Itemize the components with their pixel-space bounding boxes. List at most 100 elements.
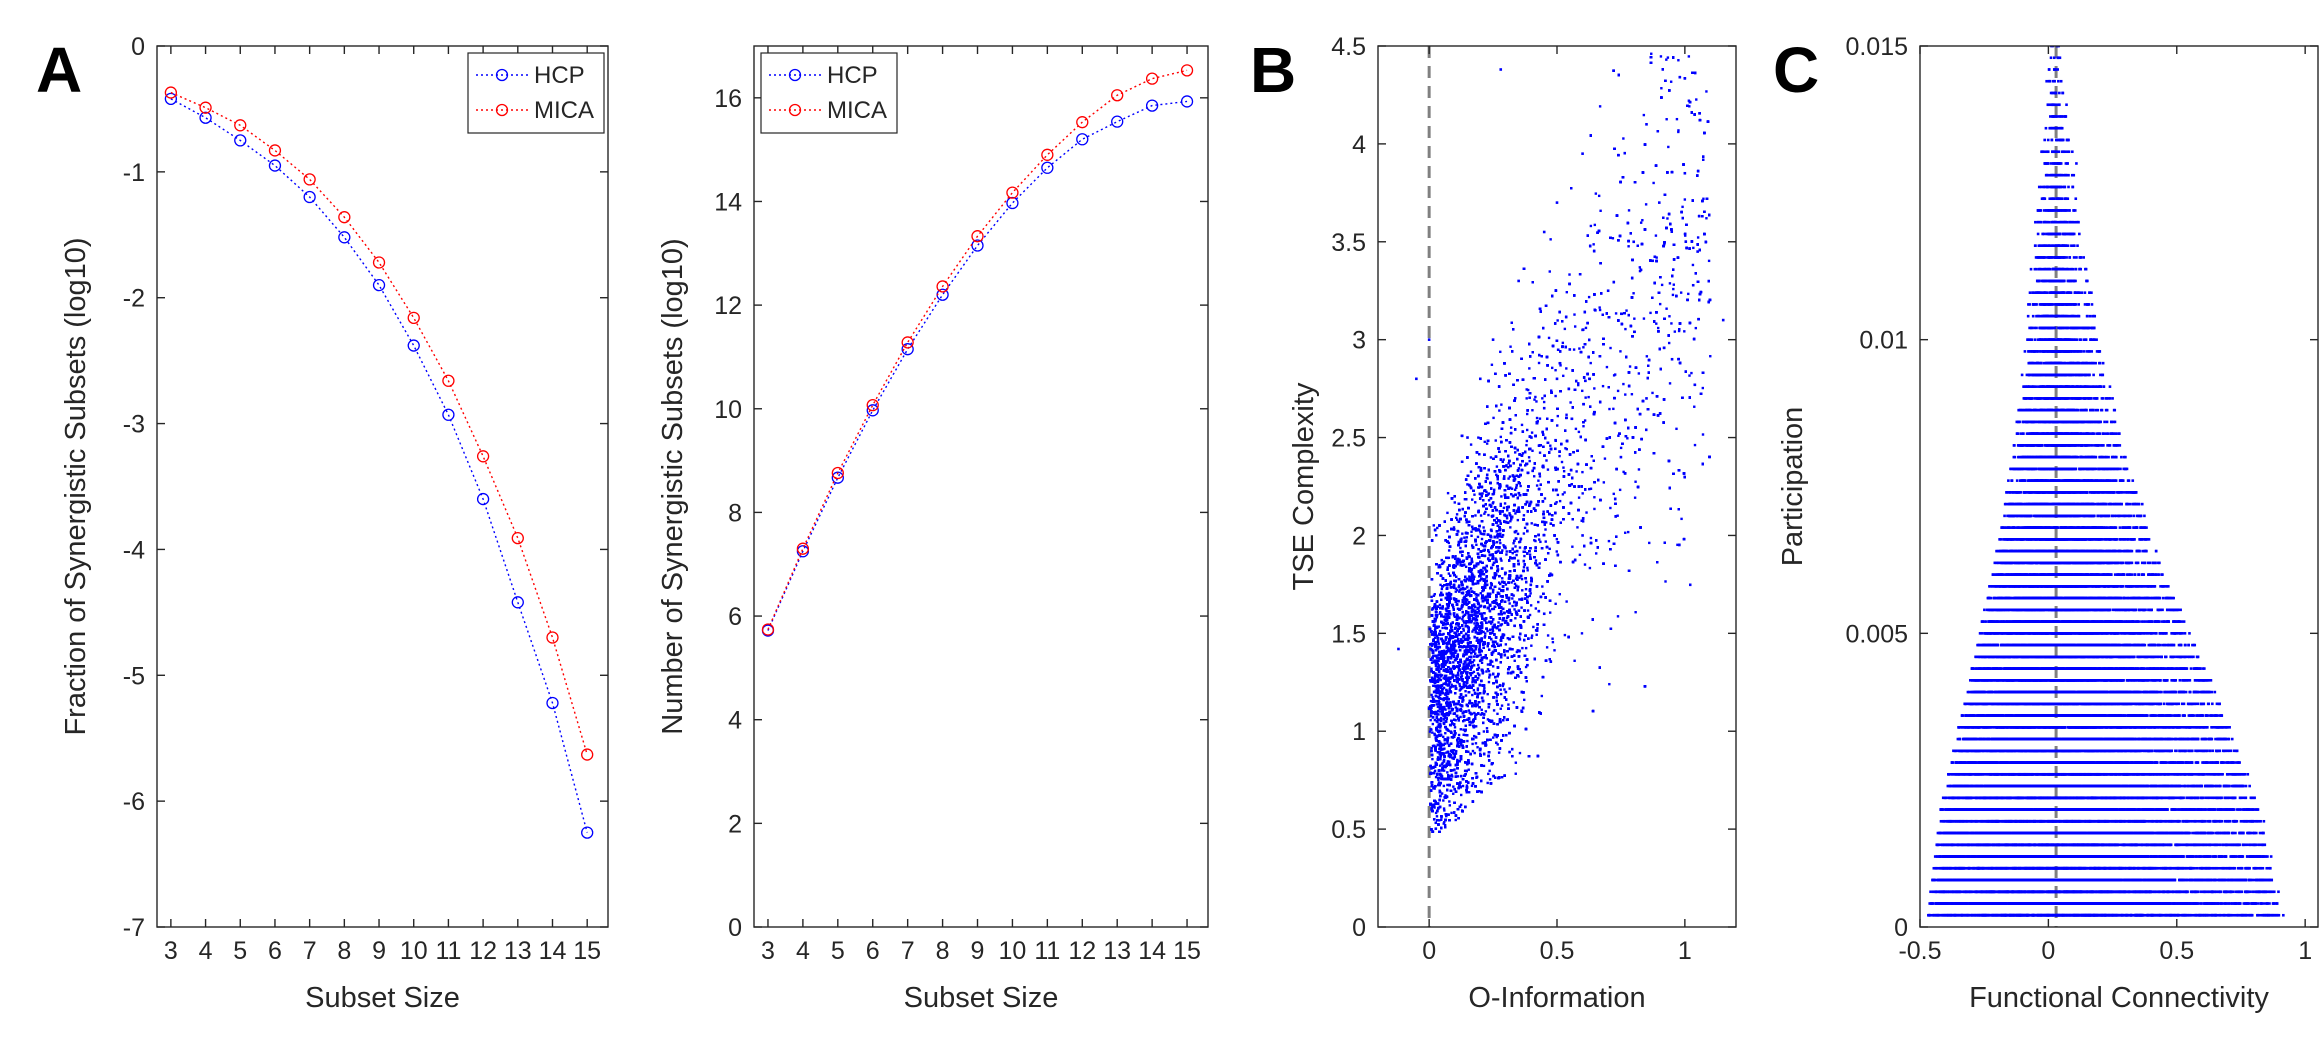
- scatter-point: [1496, 625, 1500, 628]
- scatter-point: [1468, 575, 1471, 578]
- scatter-point: [1480, 621, 1483, 624]
- legend-box: [467, 52, 605, 134]
- scatter-point: [1677, 59, 1680, 62]
- x-tick-label: 8: [337, 937, 351, 965]
- scatter-point: [1521, 646, 1524, 650]
- scatter-point: [1496, 536, 1499, 539]
- scatter-point: [1500, 403, 1503, 406]
- scatter-point: [1461, 719, 1465, 723]
- scatter-point: [1466, 483, 1469, 486]
- scatter-point: [1498, 539, 1502, 542]
- scatter-point: [1514, 772, 1517, 775]
- scatter-point: [1693, 405, 1696, 408]
- scatter-point: [1451, 751, 1455, 755]
- scatter-point: [1668, 282, 1672, 285]
- scatter-point: [1433, 593, 1436, 596]
- scatter-point: [1473, 751, 1476, 755]
- scatter-point: [1447, 541, 1451, 545]
- scatter-point: [1645, 355, 1649, 358]
- scatter-point: [1537, 479, 1540, 482]
- scatter-point: [1525, 412, 1529, 416]
- data-point: [1111, 115, 1124, 128]
- scatter-point: [1448, 800, 1451, 803]
- scatter-point: [1437, 695, 1440, 699]
- scatter-point: [1472, 659, 1476, 662]
- scatter-point: [1509, 520, 1512, 523]
- data-point: [407, 339, 420, 352]
- scatter-point: [1537, 361, 1541, 365]
- scatter-point: [1442, 784, 1446, 788]
- scatter-point: [1628, 365, 1632, 368]
- scatter-point: [1452, 792, 1455, 795]
- scatter-point: [1529, 592, 1532, 595]
- x-tick-label: 11: [435, 937, 461, 965]
- scatter-point: [1499, 541, 1502, 545]
- scatter-point: [1462, 627, 1465, 631]
- scatter-point: [1465, 784, 1469, 787]
- x-tick-label: 13: [1103, 937, 1131, 965]
- scatter-point: [1462, 629, 1465, 632]
- scatter-point: [1515, 553, 1518, 557]
- scatter-point: [1464, 733, 1467, 737]
- scatter-point: [1434, 610, 1438, 613]
- scatter-point: [1447, 549, 1451, 552]
- scatter-point: [1476, 636, 1479, 640]
- scatter-point: [1475, 543, 1478, 547]
- scatter-point: [1454, 818, 1457, 822]
- scatter-point: [1514, 512, 1517, 515]
- scatter-point: [1511, 604, 1514, 608]
- scatter-point: [1461, 532, 1464, 535]
- scatter-point: [1518, 598, 1521, 601]
- scatter-point: [1486, 557, 1490, 561]
- scatter-point: [1431, 731, 1434, 734]
- scatter-point: [1605, 365, 1609, 369]
- scatter-point: [1472, 628, 1475, 631]
- scatter-point: [1486, 781, 1489, 785]
- scatter-point: [1602, 481, 1606, 484]
- scatter-point: [1500, 495, 1503, 498]
- scatter-point: [1469, 579, 1473, 582]
- scatter-point: [1583, 419, 1587, 422]
- scatter-point: [1563, 491, 1566, 494]
- scatter-point: [1450, 811, 1453, 815]
- scatter-point: [1441, 709, 1444, 713]
- scatter-point: [1437, 642, 1441, 645]
- scatter-point: [1658, 302, 1662, 306]
- scatter-point: [1452, 749, 1456, 752]
- scatter-point: [1462, 733, 1465, 736]
- scatter-point: [1650, 52, 1653, 55]
- scatter-point: [1514, 610, 1518, 613]
- scatter-point: [1684, 234, 1687, 237]
- scatter-point: [1440, 763, 1443, 766]
- scatter-point: [1437, 778, 1440, 782]
- scatter-point: [1482, 764, 1486, 768]
- series-line: [170, 98, 588, 833]
- scatter-point: [1460, 696, 1463, 700]
- scatter-point: [1525, 388, 1528, 391]
- scatter-point: [1709, 354, 1712, 358]
- scatter-point: [1611, 237, 1615, 240]
- scatter-point: [1521, 452, 1525, 455]
- scatter-point: [1445, 674, 1448, 677]
- scatter-point: [1677, 329, 1681, 333]
- scatter-point: [1469, 661, 1472, 665]
- scatter-point: [1502, 506, 1506, 510]
- scatter-point: [1505, 616, 1509, 620]
- scatter-point: [1522, 566, 1526, 569]
- scatter-point: [1461, 615, 1465, 619]
- scatter-point: [1460, 793, 1463, 797]
- scatter-point: [1469, 587, 1473, 590]
- data-point: [164, 86, 178, 99]
- scatter-point: [1535, 400, 1538, 403]
- scatter-point: [1434, 626, 1437, 630]
- scatter-point: [1500, 567, 1504, 570]
- scatter-point: [1466, 638, 1470, 641]
- plot-frame: [156, 45, 609, 928]
- scatter-point: [1668, 315, 1671, 318]
- scatter-point: [1683, 198, 1687, 201]
- scatter-point: [1529, 604, 1533, 607]
- scatter-point: [1551, 640, 1555, 644]
- scatter-point: [1474, 735, 1477, 739]
- scatter-point: [1443, 674, 1447, 678]
